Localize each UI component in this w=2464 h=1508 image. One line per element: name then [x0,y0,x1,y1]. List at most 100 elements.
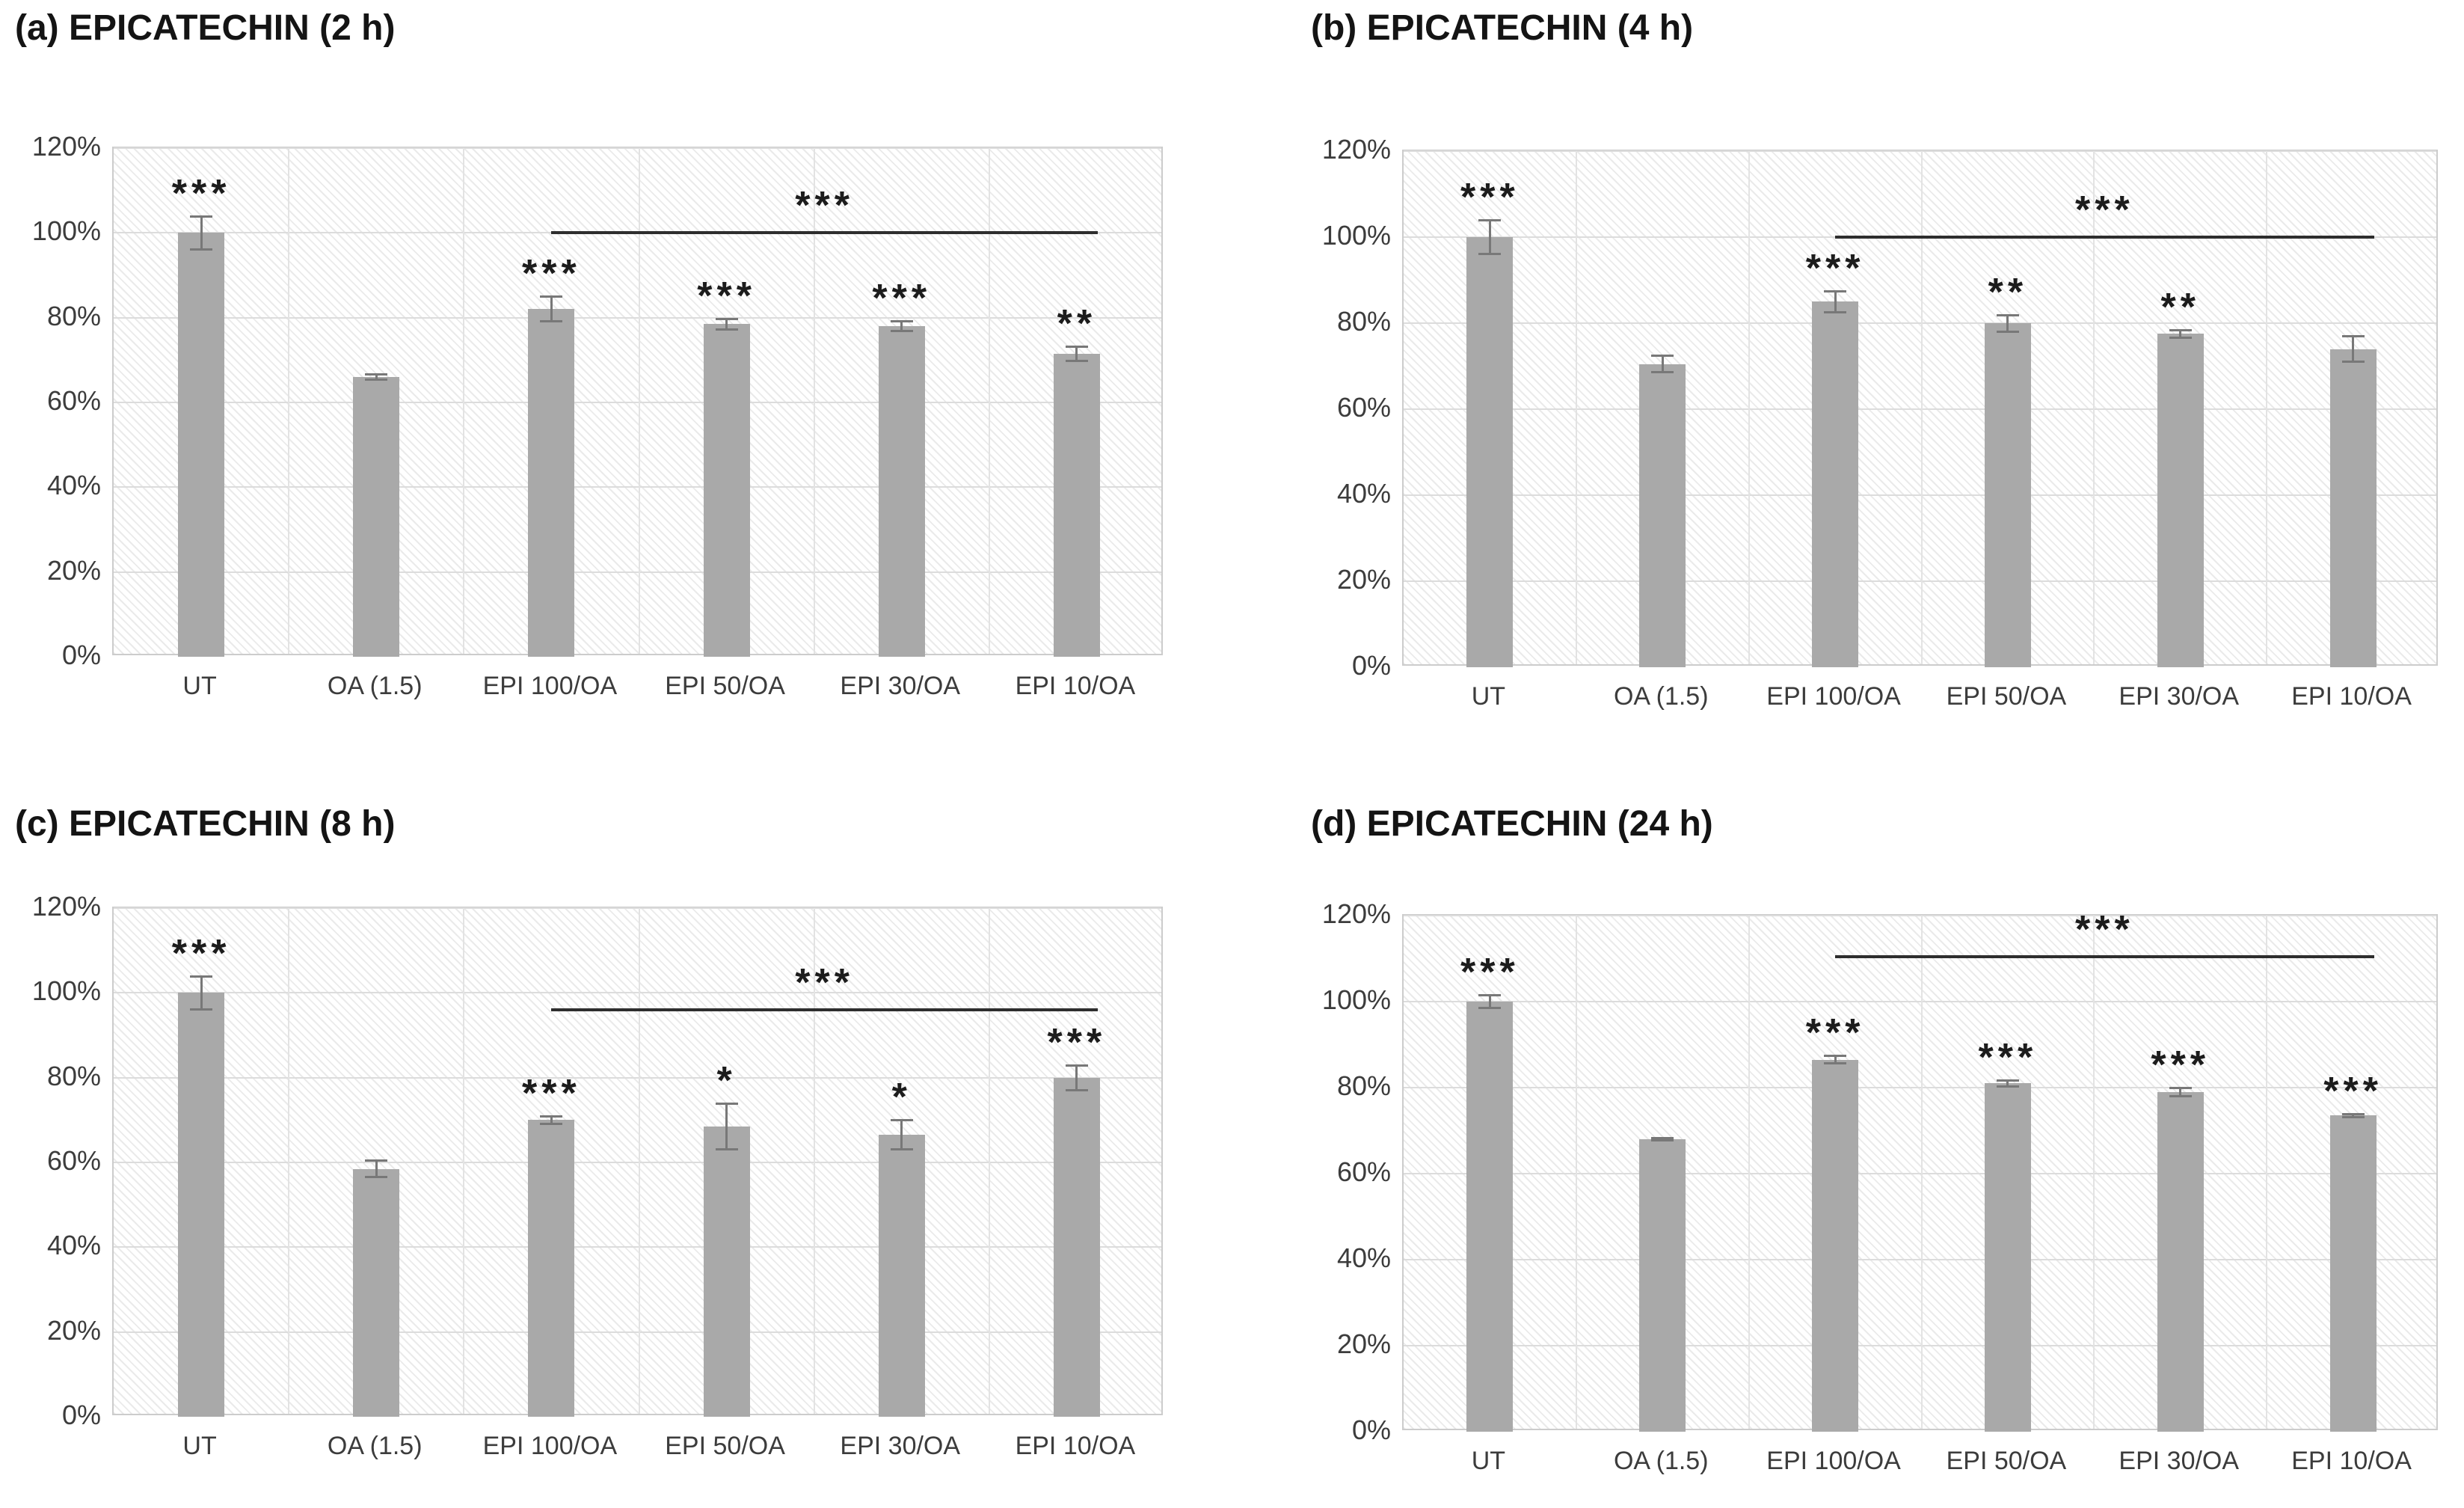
bar-ut [178,993,225,1417]
plot-area-d: *** *** *** *** *** *** [1402,910,2438,1432]
panel-a-title: (a) EPICATECHIN (2 h) [15,8,396,48]
error-bar-cap-top [190,975,213,978]
error-bar-cap-bottom [1651,371,1674,374]
category-separator [813,908,815,1414]
panel-d-title: (d) EPICATECHIN (24 h) [1311,804,1713,844]
bar-epi-30-oa [878,326,925,657]
error-bar-line [375,1160,378,1177]
gridline-80 [1404,1087,2436,1088]
error-bar-cap-bottom [1478,1006,1502,1009]
significance-bracket-line [1835,236,2374,239]
significance-stars: *** [1460,951,1520,995]
y-axis-tick-label: 20% [1336,564,1391,595]
x-axis-category-label: UT [182,1432,217,1460]
error-bar-line [725,318,728,330]
bar-epi-10-oa [2329,1115,2377,1432]
panel-d-chart: *** *** *** *** *** *** 120% 100% 80% 60% 40% 20% 0%… [1232,754,2463,1508]
error-bar-cap-bottom [540,320,563,323]
y-axis-tick-label: 100% [1321,220,1391,251]
significance-stars: ** [1988,270,2028,314]
error-bar-cap-top [540,1115,563,1118]
gridline-100 [1404,1001,2436,1002]
gridline-60 [1404,408,2436,410]
gridline-120 [114,147,1161,149]
x-axis-category-label: EPI 100/OA [1766,1447,1901,1475]
error-bar-cap-top [715,1102,738,1105]
bar-oa-1-5- [1639,364,1686,667]
y-axis-tick-label: 60% [46,385,101,416]
x-axis-category-label: EPI 100/OA [482,672,618,700]
error-bar-cap-top [365,373,388,376]
category-separator [1748,916,1750,1429]
significance-stars: ** [1057,301,1097,346]
error-bar-line [1488,220,1491,254]
x-axis-category-label: OA (1.5) [1613,682,1709,711]
category-separator [463,908,465,1414]
error-bar-cap-bottom [2341,360,2365,363]
gridline-60 [1404,1173,2436,1174]
panel-c-title: (c) EPICATECHIN (8 h) [15,804,396,844]
x-axis-category-label: EPI 10/OA [1015,1432,1136,1460]
y-axis-tick-label: 40% [1336,1242,1391,1273]
error-bar-line [375,374,378,380]
gridline-120 [1404,150,2436,152]
bar-ut [178,233,225,657]
error-bar-line [2179,329,2182,339]
bar-epi-50-oa [1984,323,2031,667]
error-bar-line [1075,346,1078,362]
error-bar-line [900,1120,903,1150]
x-axis-category-label: EPI 50/OA [665,1432,785,1460]
y-axis-tick-label: 0% [1351,650,1391,681]
error-bar-line [2006,1079,2009,1087]
bar-ut [1466,1002,1514,1432]
significance-stars: *** [1805,1011,1865,1055]
gridline-60 [114,1162,1161,1163]
significance-bracket-stars: *** [2074,188,2134,232]
error-bar-cap-bottom [2341,1115,2365,1118]
category-separator [1575,151,1577,664]
significance-stars: *** [171,171,231,215]
plot-area-b: *** *** ** ** *** [1402,150,2438,667]
error-bar-cap-bottom [1065,360,1088,363]
bar-epi-50-oa [703,324,750,657]
significance-stars: *** [1460,176,1520,219]
category-separator [463,148,465,654]
error-bar-cap-bottom [1824,1062,1847,1065]
x-axis-category-label: UT [182,672,217,700]
error-bar-cap-top [890,1119,913,1122]
significance-stars: * [891,1076,912,1120]
bar-epi-10-oa [1053,1077,1100,1417]
y-axis-tick-label: 60% [46,1145,101,1176]
y-axis-tick-label: 120% [1321,898,1391,929]
y-axis-tick-label: 80% [1336,306,1391,337]
plot-area-c: *** *** * * *** *** [112,907,1163,1417]
error-bar-line [1661,1137,1664,1141]
y-axis-tick-label: 0% [1351,1414,1391,1445]
gridline-80 [114,316,1161,319]
error-bar-line [2179,1088,2182,1097]
error-bar-cap-top [1478,994,1502,997]
error-bar-line [200,975,203,1010]
panel-c-chart: *** *** * * *** *** 120% 100% 80% 60% 40% 20% 0% UT OA… [0,754,1232,1508]
bar-epi-100-oa [528,309,575,657]
significance-stars: *** [1805,246,1865,290]
y-axis-tick-label: 40% [46,470,101,501]
y-axis-tick-label: 80% [46,300,101,331]
gridline-20 [1404,580,2436,582]
y-axis-tick-label: 120% [1321,134,1391,165]
error-bar-cap-bottom [2169,337,2192,340]
x-axis-category-label: UT [1471,1447,1506,1475]
error-bar-cap-bottom [1065,1088,1088,1091]
gridline-20 [114,571,1161,573]
x-axis-category-label: OA (1.5) [1613,1447,1709,1475]
y-axis-tick-label: 20% [46,554,101,586]
error-bar-line [1075,1064,1078,1091]
bar-ut [1466,237,1514,667]
category-separator [638,908,640,1414]
panel-a-chart: *** *** *** *** ** *** 120% 100% 80% 60% 40% 20% 0% U… [0,0,1232,754]
significance-stars: *** [1978,1035,2038,1079]
error-bar-cap-top [2169,1087,2192,1089]
error-bar-cap-bottom [190,248,213,251]
error-bar-cap-top [1651,355,1674,358]
bar-epi-30-oa [2157,1091,2204,1432]
